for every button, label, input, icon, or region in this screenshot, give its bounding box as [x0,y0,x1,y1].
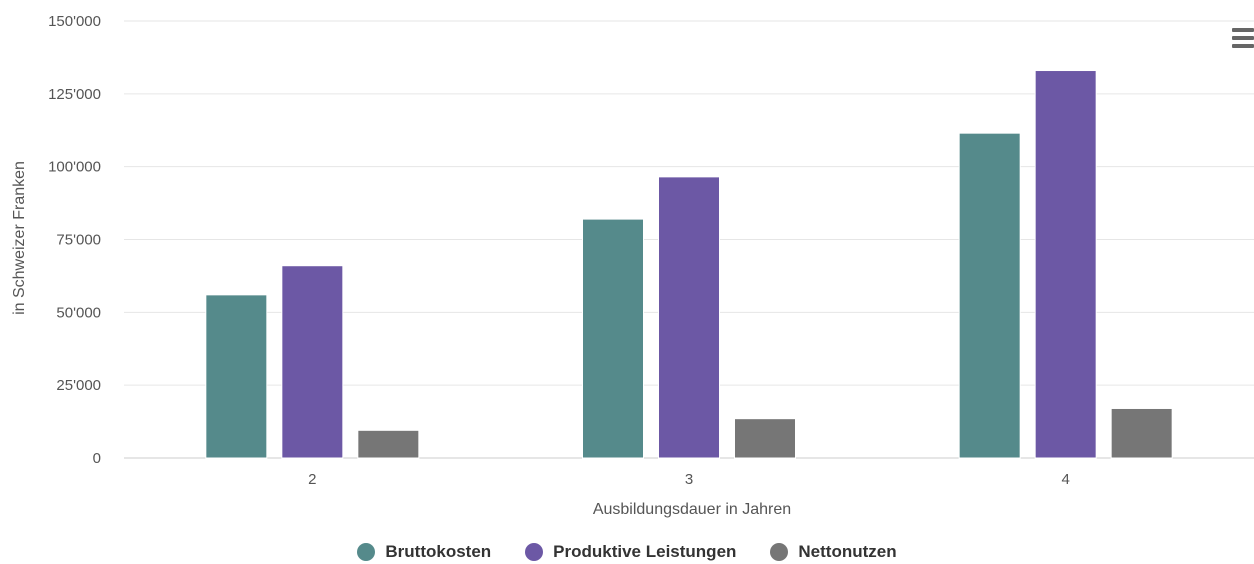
y-tick-label: 50'000 [56,304,101,321]
y-tick-label: 125'000 [48,86,101,103]
legend-dot [525,543,544,561]
bar-produktive-leistungen[interactable] [658,176,720,459]
bar-bruttokosten[interactable] [582,218,644,459]
x-axis-title: Ausbildungsdauer in Jahren [593,501,791,518]
legend-dot [357,543,376,561]
bar-bruttokosten[interactable] [205,294,268,459]
y-tick-label: 100'000 [48,159,101,176]
x-tick-label: 4 [1061,471,1069,488]
bar-nettonutzen[interactable] [734,418,796,459]
bar-bruttokosten[interactable] [958,132,1021,459]
legend-item-produktive-leistungen[interactable]: Produktive Leistungen [525,542,736,562]
x-axis-ticks: 2 3 4 [308,471,1070,488]
bar-nettonutzen[interactable] [357,429,420,459]
bar-produktive-leistungen[interactable] [1034,70,1097,459]
y-tick-label: 25'000 [56,377,101,394]
y-tick-label: 150'000 [48,13,101,30]
legend-label: Bruttokosten [385,542,492,561]
bar-nettonutzen[interactable] [1110,407,1173,459]
legend-label: Produktive Leistungen [553,542,737,561]
y-axis-ticks: 0 25'000 50'000 75'000 100'000 125'000 150'000 [48,13,101,467]
y-axis-title: in Schweizer Franken [11,161,28,315]
bar-chart: 0 25'000 50'000 75'000 100'000 125'000 150'000… [11,13,1254,518]
x-tick-label: 3 [685,471,693,488]
bar-produktive-leistungen[interactable] [281,265,344,459]
y-tick-label: 0 [93,450,101,467]
legend-item-bruttokosten[interactable]: Bruttokosten [357,542,491,562]
legend-label: Nettonutzen [798,542,897,561]
hamburger-menu-icon[interactable] [1232,28,1254,50]
x-tick-label: 2 [308,471,316,488]
bars [205,70,1173,459]
y-tick-label: 75'000 [56,232,101,249]
legend-item-nettonutzen[interactable]: Nettonutzen [770,542,897,562]
legend-dot [770,543,789,561]
legend: Bruttokosten Produktive Leistungen Netto… [0,540,1254,564]
